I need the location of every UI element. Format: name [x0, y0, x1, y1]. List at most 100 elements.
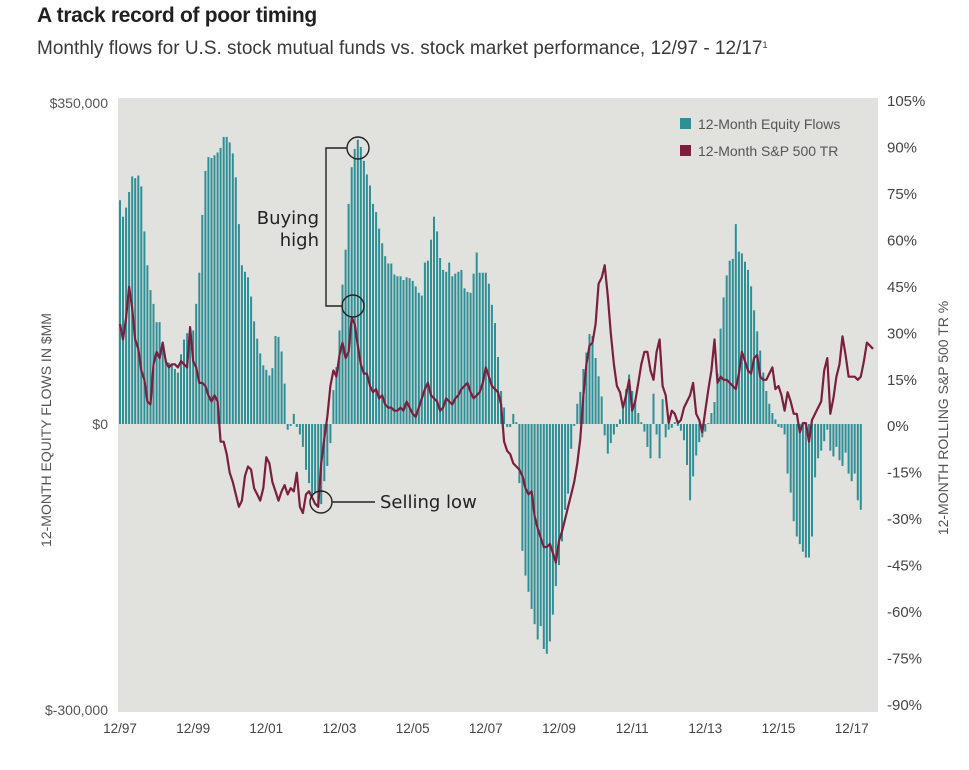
- flow-bar: [478, 272, 481, 424]
- flow-bar: [250, 296, 253, 424]
- flow-bar: [308, 424, 310, 484]
- flow-bar: [173, 369, 176, 424]
- flow-bar: [609, 424, 612, 444]
- flow-bar: [561, 424, 563, 542]
- flow-bar: [664, 424, 667, 438]
- flow-bar: [823, 424, 826, 442]
- flow-bar: [768, 403, 771, 424]
- flow-bar: [847, 424, 850, 474]
- flow-bar: [347, 203, 350, 424]
- flow-bar: [231, 153, 234, 424]
- flow-bar: [372, 203, 374, 424]
- flow-bar: [387, 263, 390, 424]
- flow-bar: [216, 152, 219, 424]
- annotation-selling-low: Selling low: [309, 490, 477, 514]
- flow-bar: [521, 424, 524, 551]
- flow-bar: [798, 424, 801, 545]
- flow-bar: [158, 322, 161, 424]
- x-tick-label: 12/99: [176, 721, 210, 736]
- flow-bar: [131, 176, 134, 424]
- flow-bar: [494, 323, 496, 424]
- flow-bar: [119, 200, 121, 424]
- flow-bar: [137, 175, 140, 424]
- flow-bar: [652, 393, 655, 424]
- flow-bar: [399, 276, 402, 424]
- flow-bar: [551, 424, 554, 615]
- flow-bar: [637, 413, 640, 424]
- flow-bar: [612, 424, 615, 435]
- flow-bar: [808, 424, 810, 558]
- flow-bar: [619, 419, 621, 424]
- flow-bar: [335, 367, 338, 424]
- left-axis-ticks: $350,000 $0 $-300,000: [45, 95, 108, 718]
- flow-bar: [783, 424, 786, 435]
- flow-bar: [369, 185, 371, 424]
- left-tick-label: $-300,000: [45, 702, 108, 718]
- flow-bar: [128, 192, 131, 424]
- flow-bar: [140, 186, 143, 424]
- flow-bar: [539, 424, 542, 627]
- flow-bar: [661, 399, 664, 424]
- flow-bar: [326, 424, 329, 466]
- flow-bar: [295, 424, 298, 427]
- flow-bar: [164, 358, 167, 424]
- flow-bar: [789, 424, 792, 493]
- flow-bar: [716, 373, 719, 424]
- flow-bar: [524, 424, 527, 576]
- flow-bar: [603, 424, 606, 436]
- flow-bar: [317, 424, 320, 505]
- flow-bar: [277, 336, 280, 424]
- flow-bar: [548, 424, 551, 642]
- flow-bar: [262, 365, 265, 424]
- flow-bar: [186, 333, 189, 424]
- flow-bar: [170, 364, 173, 424]
- flow-bar: [301, 424, 304, 447]
- flow-bar: [189, 333, 192, 424]
- flow-bar: [689, 424, 692, 501]
- x-tick-label: 12/13: [688, 721, 722, 736]
- flow-bar: [506, 424, 509, 427]
- flow-bar: [393, 274, 396, 424]
- flow-bar: [155, 322, 158, 424]
- selling-low-label: Selling low: [380, 492, 477, 513]
- flow-bar: [753, 310, 756, 424]
- flow-bar: [512, 413, 515, 424]
- x-tick-label: 12/07: [469, 721, 503, 736]
- flow-bar: [289, 424, 292, 426]
- flow-bar: [750, 286, 753, 424]
- flow-bar: [420, 295, 423, 424]
- flow-bar: [314, 424, 317, 493]
- right-tick-label: 105%: [887, 93, 925, 110]
- flow-bar: [463, 288, 466, 424]
- flow-bar: [780, 424, 783, 428]
- flow-bar: [490, 304, 493, 424]
- flow-bar: [417, 292, 420, 424]
- flow-bar: [564, 424, 567, 510]
- flow-bar: [359, 147, 362, 424]
- flow-bar: [487, 283, 490, 424]
- flow-bar: [356, 139, 359, 424]
- flow-bar: [332, 390, 335, 424]
- flow-bar: [176, 372, 179, 424]
- flow-bar: [713, 402, 716, 424]
- right-axis-title: 12-MONTH ROLLING S&P 500 TR %: [935, 301, 951, 535]
- flow-bar: [710, 413, 713, 424]
- flow-bar: [228, 142, 231, 424]
- flow-bar: [704, 424, 707, 432]
- flow-bar: [859, 424, 862, 510]
- flow-bar: [676, 424, 679, 426]
- flow-bar: [234, 177, 237, 424]
- flow-bar: [567, 424, 570, 494]
- right-axis-ticks: 105% 90% 75% 60% 45% 30% 15% 0% -15% -30% -45% -60%…: [887, 93, 925, 714]
- legend: 12-Month Equity Flows 12-Month S&P 500 T…: [680, 116, 840, 159]
- flow-bar: [527, 424, 530, 592]
- x-tick-label: 12/05: [396, 721, 430, 736]
- right-tick-label: -60%: [887, 604, 922, 621]
- flow-bar: [826, 424, 829, 430]
- flow-bar: [167, 362, 170, 424]
- flow-bar: [832, 424, 835, 457]
- flow-bar: [381, 243, 384, 424]
- flow-bar: [756, 331, 759, 424]
- flow-bar: [835, 424, 838, 447]
- flow-bar: [558, 424, 560, 566]
